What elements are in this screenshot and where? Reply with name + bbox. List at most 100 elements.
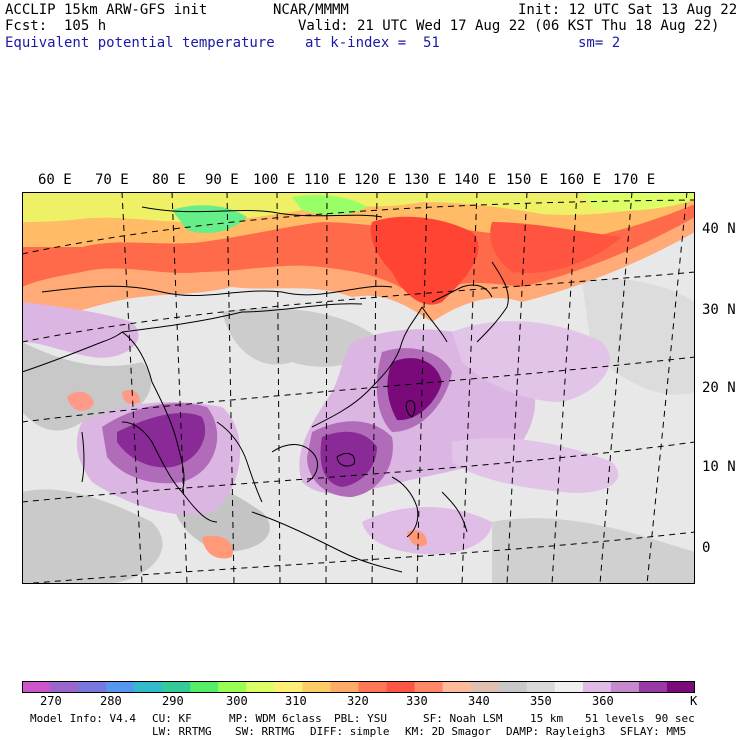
colorbar-swatch <box>358 681 388 693</box>
purple-370K-core <box>117 412 206 468</box>
diff-scheme: DIFF: simple <box>310 725 390 738</box>
colorbar-swatch <box>526 681 556 693</box>
purple-370K-core <box>320 431 377 487</box>
lon-label: 80 E <box>152 172 186 188</box>
warm-spot <box>67 391 94 411</box>
colorbar-label: 310 <box>285 694 307 708</box>
colorbar-swatch <box>190 681 219 693</box>
field-name: Equivalent potential temperature <box>5 35 275 51</box>
model-title: ACCLIP 15km ARW-GFS init <box>5 2 208 18</box>
colorbar-swatch <box>442 681 472 693</box>
smoothing-label: sm= 2 <box>578 35 621 51</box>
colorbar-frame <box>22 681 695 693</box>
lon-label: 150 E <box>506 172 549 188</box>
colorbar-swatch <box>274 681 303 693</box>
lw-scheme: LW: RRTMG <box>152 725 212 738</box>
colorbar-swatch <box>162 681 191 693</box>
lat-label: 10 N <box>702 459 736 475</box>
model-info: Model Info: V4.4 <box>30 712 136 725</box>
mp-scheme: MP: WDM 6class <box>229 712 322 725</box>
gray-350-region <box>222 308 382 367</box>
lat-label: 40 N <box>702 221 736 237</box>
graticule <box>22 192 695 584</box>
vertical-levels: 51 levels <box>585 712 645 725</box>
gray-350-region <box>22 489 163 584</box>
forecast-hour: Fcst: 105 h <box>5 18 107 34</box>
colorbar-swatch <box>582 681 612 693</box>
init-time: Init: 12 UTC Sat 13 Aug 22 <box>518 2 738 18</box>
cu-scheme: CU: KF <box>152 712 192 725</box>
lat-label: 20 N <box>702 380 736 396</box>
warm-spot <box>122 390 140 405</box>
purple-360K-region <box>452 438 619 493</box>
colorbar-swatch <box>50 681 79 693</box>
purple-360K-region <box>452 321 610 402</box>
gray-350-region <box>582 278 695 395</box>
colorbar-swatch <box>330 681 359 693</box>
purple-360K-region <box>362 507 492 555</box>
lon-label: 170 E <box>613 172 656 188</box>
warm-spot <box>407 530 427 547</box>
colorbar-swatch <box>22 681 51 693</box>
center-label: NCAR/MMMM <box>273 2 349 18</box>
lon-label: 110 E <box>304 172 347 188</box>
colorbar-label: 360 <box>592 694 614 708</box>
sflay-scheme: SFLAY: MM5 <box>620 725 687 738</box>
colorbar-swatch <box>414 681 444 693</box>
lon-label: 100 E <box>253 172 296 188</box>
colorbar-label: 330 <box>406 694 428 708</box>
colorbar-swatch <box>134 681 163 693</box>
colorbar-swatch <box>638 681 668 693</box>
colorbar-swatch <box>246 681 275 693</box>
level-label: at k-index = 51 <box>305 35 440 51</box>
lon-label: 120 E <box>354 172 397 188</box>
sw-scheme: SW: RRTMG <box>235 725 295 738</box>
coastlines <box>22 206 509 573</box>
colorbar-swatch <box>106 681 135 693</box>
sf-scheme: SF: Noah LSM <box>423 712 503 725</box>
lon-label: 90 E <box>205 172 239 188</box>
colorbar-label: 320 <box>347 694 369 708</box>
colorbar-swatch <box>610 681 640 693</box>
colorbar-label: 350 <box>530 694 552 708</box>
colorbar <box>22 681 695 693</box>
colorbar-label: 280 <box>100 694 122 708</box>
cool-pocket-300K <box>582 192 695 211</box>
colorbar-swatch <box>386 681 416 693</box>
map-frame <box>22 192 695 584</box>
gray-350-region <box>22 342 152 431</box>
colorbar-unit: K <box>690 694 698 708</box>
warm-spot <box>202 535 233 559</box>
colorbar-swatch <box>554 681 584 693</box>
warm-core-330K <box>370 216 479 305</box>
lat-label: 30 N <box>702 302 736 318</box>
colorbar-swatch <box>302 681 331 693</box>
lat-label: 0 <box>702 540 711 556</box>
lon-label: 160 E <box>559 172 602 188</box>
theta-e-map <box>22 192 695 584</box>
lon-label: 130 E <box>404 172 447 188</box>
lon-label: 70 E <box>95 172 129 188</box>
purple-360K-region <box>22 302 139 358</box>
lon-label: 140 E <box>454 172 497 188</box>
valid-time: Valid: 21 UTC Wed 17 Aug 22 (06 KST Thu … <box>298 18 720 34</box>
colorbar-label: 300 <box>226 694 248 708</box>
colorbar-label: 290 <box>162 694 184 708</box>
colorbar-swatch <box>218 681 247 693</box>
gray-350-region <box>492 518 695 584</box>
time-step: 90 sec <box>655 712 695 725</box>
cool-pocket-295K <box>172 205 247 234</box>
colorbar-swatch <box>498 681 528 693</box>
purple-370K-core <box>387 358 442 421</box>
colorbar-swatch <box>78 681 107 693</box>
colorbar-swatch <box>666 681 695 693</box>
colorbar-label: 270 <box>40 694 62 708</box>
colorbar-swatch <box>470 681 500 693</box>
grid-spacing: 15 km <box>530 712 564 725</box>
pbl-scheme: PBL: YSU <box>334 712 387 725</box>
lon-label: 60 E <box>38 172 72 188</box>
colorbar-label: 340 <box>468 694 490 708</box>
cool-pocket-300K <box>292 195 367 215</box>
damp-scheme: DAMP: Rayleigh3 <box>506 725 606 738</box>
km-scheme: KM: 2D Smagor <box>405 725 492 738</box>
